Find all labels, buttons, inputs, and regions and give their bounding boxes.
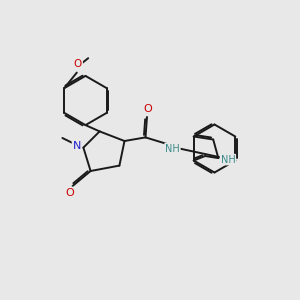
Text: NH: NH (220, 154, 235, 165)
Text: O: O (143, 103, 152, 114)
Text: N: N (73, 141, 81, 152)
Text: O: O (65, 188, 74, 198)
Text: O: O (74, 59, 82, 69)
Text: NH: NH (165, 143, 180, 154)
